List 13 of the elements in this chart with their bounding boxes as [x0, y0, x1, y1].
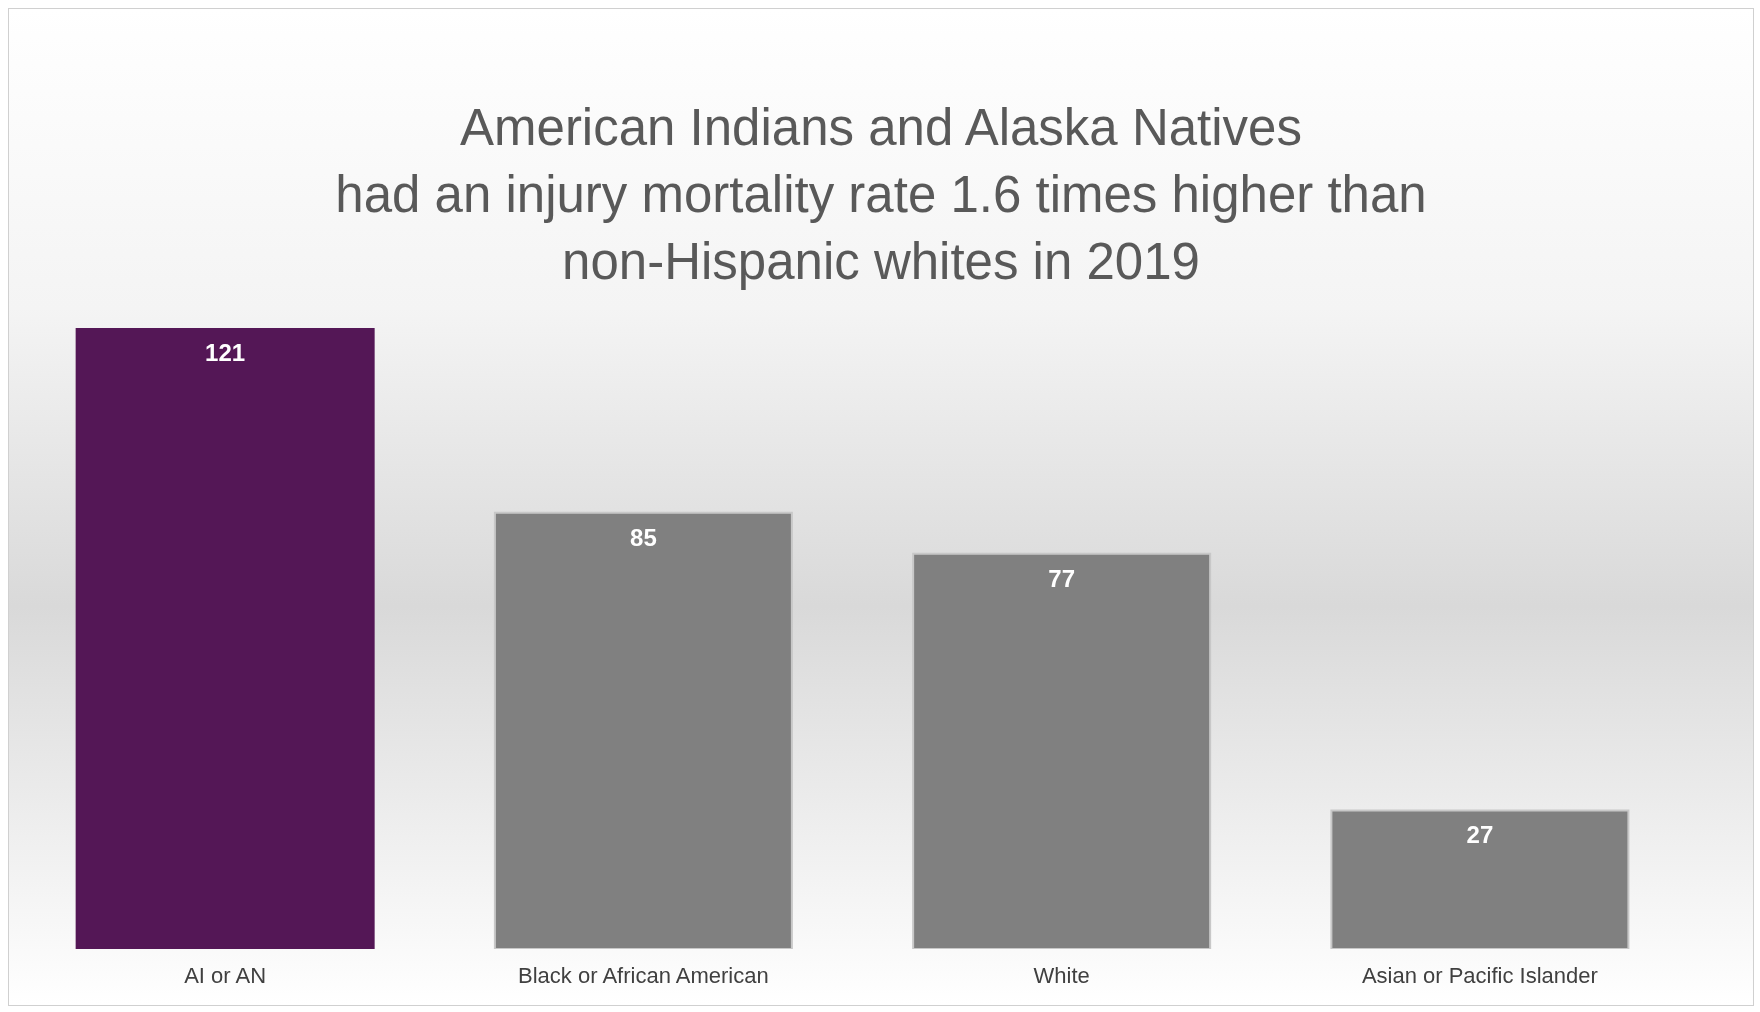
x-tick-label: Asian or Pacific Islander: [1361, 962, 1598, 988]
x-tick-label: AI or AN: [184, 962, 267, 988]
data-label: 27: [1466, 821, 1494, 849]
bar: [1330, 809, 1630, 949]
chart-title: American Indians and Alaska Natives had an injury mortality rate 1.6 times higher than non-Hispanic whites in 2019: [334, 98, 1428, 292]
bar: [75, 328, 375, 949]
bar: [912, 552, 1212, 949]
x-tick-label: Black or African American: [518, 962, 769, 988]
x-tick-label: White: [1033, 962, 1090, 988]
data-label: 77: [1048, 564, 1075, 592]
bar: [493, 511, 793, 949]
data-label: 85: [630, 523, 657, 551]
data-label: 121: [205, 339, 246, 367]
